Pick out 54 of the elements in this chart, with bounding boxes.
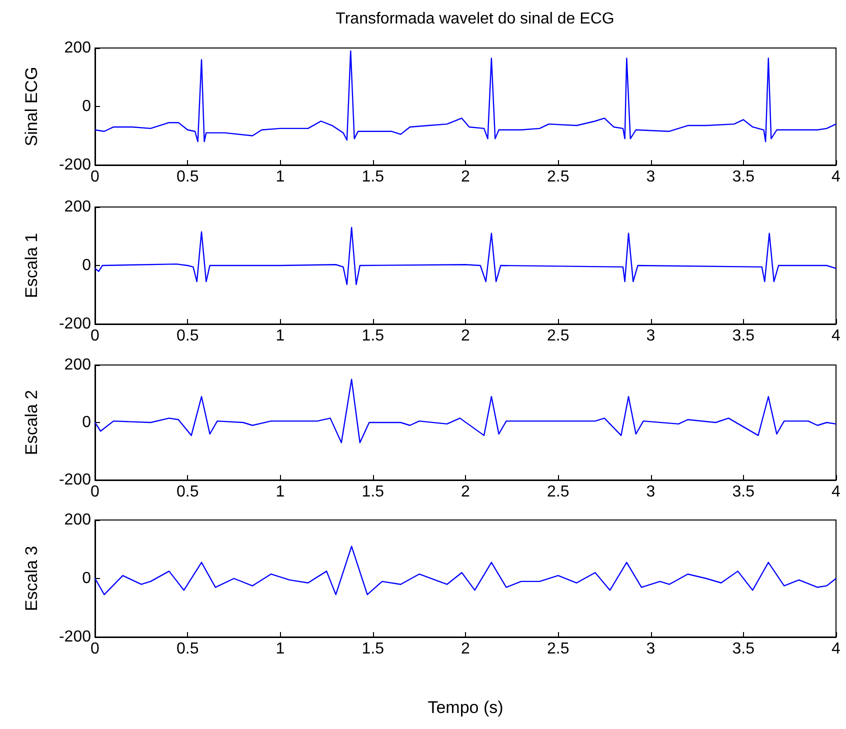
y-tick-label: -200 [58,156,92,174]
x-tick-label: 3 [646,640,656,658]
x-tick-label: 1 [276,640,285,658]
y-axis-title: Escala 1 [22,232,41,298]
x-tick-label: 2.5 [547,328,570,344]
y-tick-label: 0 [82,570,92,587]
x-tick-label: 2 [461,168,470,186]
x-tick-label: 3.5 [732,484,755,500]
x-tick-label: 2 [461,484,470,500]
x-tick-label: 1.5 [362,328,384,344]
x-tick-label: 3 [646,484,656,500]
line-series [94,546,837,596]
y-tick-label: 200 [64,40,92,56]
chart-title: Transformada wavelet do sinal de ECG [336,10,614,28]
x-tick-label: 3.5 [732,168,755,186]
x-tick-label: 2.5 [547,484,570,500]
line-series [94,378,837,444]
x-tick-label: 3 [646,168,656,186]
x-tick-label: 1 [276,168,285,186]
x-tick-label: 4 [832,168,841,186]
x-axis-title: Tempo (s) [428,698,504,717]
y-tick-label: -200 [58,472,92,488]
x-tick-label: 0.5 [176,328,199,344]
line-series [94,50,837,142]
x-tick-label: 4 [832,484,841,500]
y-axis-title: Escala 3 [22,546,41,612]
x-tick-label: 1.5 [362,168,384,186]
y-axis-title: Sinal ECG [22,66,41,146]
x-tick-label: 2.5 [547,168,570,186]
x-tick-label: 1 [276,484,285,500]
x-tick-label: 4 [832,640,841,658]
line-series [94,226,837,286]
y-axis-title: Escala 2 [22,390,41,456]
y-tick-label: -200 [58,316,92,332]
y-tick-label: 200 [64,198,92,216]
x-tick-label: 1.5 [362,640,384,658]
x-tick-label: 3.5 [732,328,755,344]
y-tick-label: 0 [82,257,92,274]
y-tick-label: 200 [64,512,92,528]
x-tick-label: 1.5 [362,484,384,500]
x-tick-label: 3 [646,328,656,344]
y-tick-label: 0 [82,414,92,431]
x-tick-label: 2 [461,640,470,658]
y-tick-label: 200 [64,356,92,374]
x-tick-label: 2.5 [547,640,570,658]
x-tick-label: 0.5 [176,484,199,500]
x-tick-label: 0.5 [176,168,199,186]
x-tick-label: 3.5 [732,640,755,658]
x-tick-label: 0.5 [176,640,199,658]
x-tick-label: 4 [832,328,841,344]
y-tick-label: -200 [58,628,92,646]
y-tick-label: 0 [82,98,92,115]
x-tick-label: 1 [276,328,285,344]
x-tick-label: 2 [461,328,470,344]
